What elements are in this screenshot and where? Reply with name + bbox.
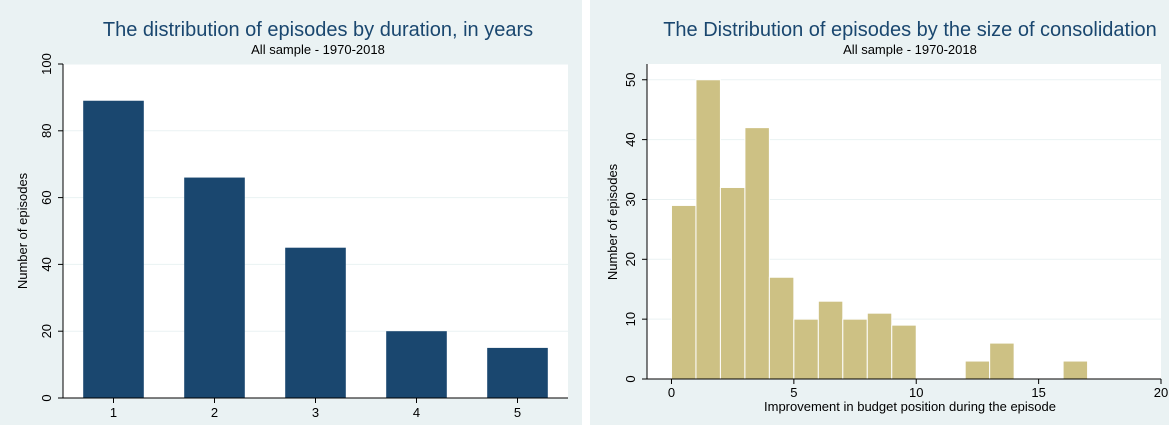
bar-duration-1 xyxy=(83,100,144,399)
x-tick-label: 5 xyxy=(790,385,797,400)
chart-subtitle: All sample - 1970-2018 xyxy=(251,42,385,57)
x-tick-label: 15 xyxy=(1031,385,1045,400)
x-tick-label: 3 xyxy=(312,405,319,420)
y-axis-label: Number of episodes xyxy=(605,163,620,280)
duration-chart: The distribution of episodes by duration… xyxy=(15,19,568,420)
x-tick-label: 4 xyxy=(413,405,420,420)
histogram-bar xyxy=(670,204,697,380)
y-tick-label: 60 xyxy=(39,190,54,204)
x-axis-label: Improvement in budget position during th… xyxy=(764,399,1056,414)
histogram-bar xyxy=(768,276,795,380)
y-tick-label: 20 xyxy=(39,324,54,338)
x-tick-label: 1 xyxy=(110,405,117,420)
chart-panel-duration: The distribution of episodes by duration… xyxy=(0,0,582,425)
x-tick-label: 20 xyxy=(1154,385,1168,400)
chart-panel-consolidation: The Distribution of episodes by the size… xyxy=(590,0,1169,425)
y-tick-label: 40 xyxy=(623,132,638,146)
chart-title: The Distribution of episodes by the size… xyxy=(663,19,1157,41)
y-axis-label: Number of episodes xyxy=(15,172,30,289)
y-tick-label: 20 xyxy=(623,252,638,266)
bar-duration-5 xyxy=(487,347,548,398)
histogram-bar xyxy=(719,186,746,380)
histogram-bar xyxy=(989,342,1015,380)
x-tick-label: 0 xyxy=(668,385,675,400)
x-tick-label: 5 xyxy=(514,405,521,420)
y-tick-label: 0 xyxy=(39,394,54,401)
bar-duration-3 xyxy=(285,247,346,398)
y-tick-label: 10 xyxy=(623,312,638,326)
histogram-bar xyxy=(964,360,991,380)
histogram-bar xyxy=(793,318,819,380)
histogram-bar xyxy=(866,312,893,380)
y-tick-label: 80 xyxy=(39,124,54,138)
histogram-bar xyxy=(744,127,770,380)
histogram-bar xyxy=(695,79,721,380)
y-tick-label: 40 xyxy=(39,257,54,271)
y-tick-label: 100 xyxy=(39,53,54,75)
histogram-bar xyxy=(842,318,868,380)
bar-duration-4 xyxy=(386,331,447,398)
y-tick-label: 0 xyxy=(623,375,638,382)
consolidation-chart: The Distribution of episodes by the size… xyxy=(605,19,1168,414)
bar-duration-2 xyxy=(184,177,245,398)
histogram-bar xyxy=(817,300,844,380)
x-tick-label: 10 xyxy=(909,385,923,400)
histogram-bar xyxy=(1062,360,1089,380)
chart-subtitle: All sample - 1970-2018 xyxy=(843,42,977,57)
x-tick-label: 2 xyxy=(211,405,218,420)
histogram-bar xyxy=(891,324,917,380)
y-tick-label: 30 xyxy=(623,192,638,206)
chart-title: The distribution of episodes by duration… xyxy=(103,19,533,41)
y-tick-label: 50 xyxy=(623,73,638,87)
